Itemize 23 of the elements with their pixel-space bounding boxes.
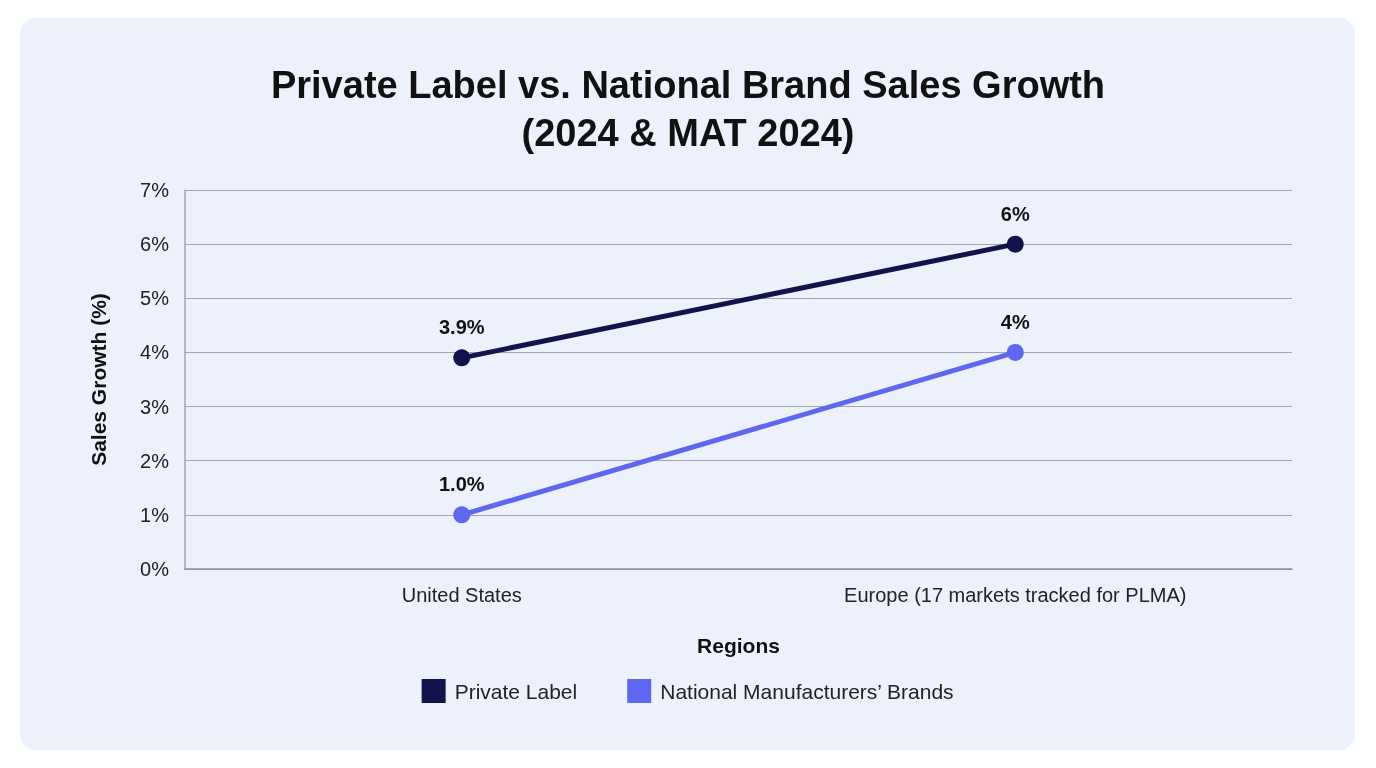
data-label: 4% [1000, 310, 1030, 333]
data-label: 6% [1000, 202, 1030, 225]
point [1006, 343, 1024, 361]
point [1006, 235, 1024, 253]
chart-title: Private Label vs. National Brand Sales Growth (2024 & MAT 2024) [270, 64, 1106, 154]
legend-label: Private Label [454, 679, 578, 703]
y-axis-title: Sales Growth (%) [87, 293, 110, 466]
y-tick-label: 1% [140, 503, 170, 526]
data-label: 1.0% [438, 473, 485, 496]
y-tick-label: 3% [140, 395, 170, 418]
x-tick-label: Europe (17 markets tracked for PLMA) [844, 584, 1187, 606]
point [453, 506, 471, 524]
y-tick-label: 0% [140, 558, 170, 580]
y-tick-label: 7% [140, 179, 170, 201]
y-tick-label: 6% [140, 233, 170, 256]
x-tick-label: United States [401, 584, 522, 606]
y-tick-label: 5% [140, 287, 170, 310]
x-axis-title: Regions [697, 634, 780, 657]
legend-label: National Manufacturers’ Brands [660, 679, 954, 703]
data-label: 3.9% [438, 316, 485, 339]
point [453, 349, 471, 367]
y-tick-label: 2% [140, 449, 170, 472]
y-tick-label: 4% [140, 341, 170, 364]
